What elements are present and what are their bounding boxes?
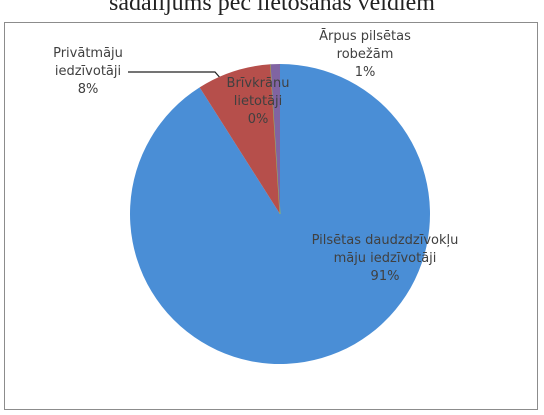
chart-title: sadalījums pēc lietošanas veidiem	[109, 0, 435, 16]
slice-name: Pilsētas daudzdzīvokļu māju iedzīvotāji	[311, 233, 459, 266]
slice-value: 91%	[370, 269, 400, 284]
slice-label: Ārpus pilsētas robežām 1%	[305, 28, 425, 82]
slice-value: 8%	[77, 82, 99, 97]
slice-label: Pilsētas daudzdzīvokļu māju iedzīvotāji 9…	[300, 232, 470, 286]
slice-value: 1%	[354, 65, 376, 80]
slice-name: Privātmāju iedzīvotāji	[53, 46, 123, 79]
slice-name: Brīvkrānu lietotāji	[226, 76, 290, 109]
slice-label: Brīvkrānu lietotāji 0%	[210, 75, 306, 129]
pie-slice	[199, 64, 280, 214]
slice-name: Ārpus pilsētas robežām	[319, 29, 411, 62]
slice-label: Privātmāju iedzīvotāji 8%	[28, 45, 148, 99]
slice-value: 0%	[247, 112, 269, 127]
chart-frame	[4, 22, 538, 410]
pie-slice	[270, 64, 280, 214]
